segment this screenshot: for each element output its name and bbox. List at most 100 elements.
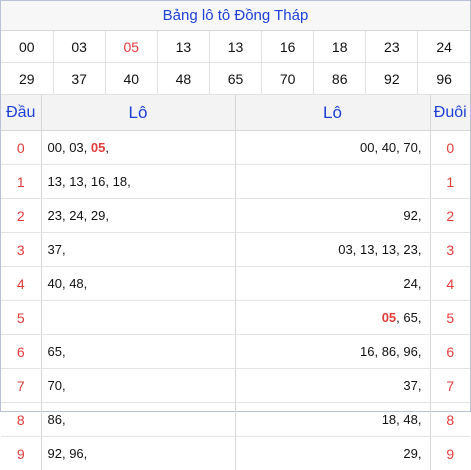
lo-number: 96 [403,344,417,359]
table-header-row: Đầu Lô Lô Đuôi [1,95,470,131]
lo-left-cell: 23, 24, 29, [41,199,235,233]
lo-number: 96 [69,446,83,461]
lo-number: 18 [382,412,396,427]
header-lo-left: Lô [41,95,235,131]
number-cell: 13 [157,31,209,63]
lo-number: 23 [48,208,62,223]
number-cell: 29 [1,63,53,95]
number-cell: 92 [366,63,418,95]
lo-right-cell: 18, 48, [235,403,430,437]
lo-number: 24 [69,208,83,223]
duoi-cell: 1 [430,165,470,199]
highlighted-number: 05 [382,310,396,325]
dau-cell: 2 [1,199,41,233]
number-cell: 24 [418,31,470,63]
number-cell: 16 [262,31,314,63]
lo-number: 40 [48,276,62,291]
lo-left-cell: 70, [41,369,235,403]
number-cell: 18 [314,31,366,63]
lo-left-cell: 37, [41,233,235,267]
lo-number: 03 [69,140,83,155]
duoi-cell: 8 [430,403,470,437]
highlighted-number: 05 [91,140,105,155]
lo-number: 13 [382,242,396,257]
lo-left-cell: 65, [41,335,235,369]
lo-number: 13 [360,242,374,257]
lo-number: 13 [69,174,83,189]
table-title: Bảng lô tô Đồng Tháp [1,1,470,31]
lo-number: 18 [113,174,127,189]
header-dau: Đầu [1,95,41,131]
lo-number: 48 [403,412,417,427]
header-duoi: Đuôi [430,95,470,131]
duoi-cell: 3 [430,233,470,267]
dau-cell: 1 [1,165,41,199]
dau-cell: 7 [1,369,41,403]
lo-number: 00 [48,140,62,155]
lo-number: 48 [69,276,83,291]
lo-right-cell: 03, 13, 13, 23, [235,233,430,267]
number-cell: 48 [157,63,209,95]
duoi-cell: 0 [430,131,470,165]
lo-left-cell: 86, [41,403,235,437]
lo-number: 13 [48,174,62,189]
lo-number: 92 [403,208,417,223]
number-cell: 13 [209,31,261,63]
lo-number: 23 [403,242,417,257]
lo-number: 86 [382,344,396,359]
dau-cell: 9 [1,437,41,470]
lo-right-cell: 24, [235,267,430,301]
lo-right-cell: 29, [235,437,430,470]
lo-left-cell: 00, 03, 05, [41,131,235,165]
lo-number: 70 [403,140,417,155]
lo-number: 70 [48,378,62,393]
lo-number: 03 [338,242,352,257]
dau-cell: 6 [1,335,41,369]
lo-left-cell [41,301,235,335]
lo-left-cell: 92, 96, [41,437,235,470]
lo-number: 16 [91,174,105,189]
number-cell: 05 [105,31,157,63]
duoi-cell: 4 [430,267,470,301]
lo-number: 37 [403,378,417,393]
lo-number: 65 [48,344,62,359]
header-lo-right: Lô [235,95,430,131]
number-cell: 37 [53,63,105,95]
lo-right-cell [235,165,430,199]
lo-left-cell: 13, 13, 16, 18, [41,165,235,199]
number-cell: 23 [366,31,418,63]
lo-number: 29 [91,208,105,223]
duoi-cell: 5 [430,301,470,335]
duoi-cell: 6 [430,335,470,369]
number-cell: 65 [209,63,261,95]
lo-number: 40 [382,140,396,155]
number-cell: 03 [53,31,105,63]
lo-number: 16 [360,344,374,359]
lo-left-cell: 40, 48, [41,267,235,301]
duoi-cell: 9 [430,437,470,470]
lo-number: 92 [48,446,62,461]
dau-cell: 0 [1,131,41,165]
dau-cell: 5 [1,301,41,335]
dau-cell: 8 [1,403,41,437]
dau-cell: 3 [1,233,41,267]
duoi-cell: 7 [430,369,470,403]
lo-number: 24 [403,276,417,291]
lo-right-cell: 16, 86, 96, [235,335,430,369]
dau-cell: 4 [1,267,41,301]
